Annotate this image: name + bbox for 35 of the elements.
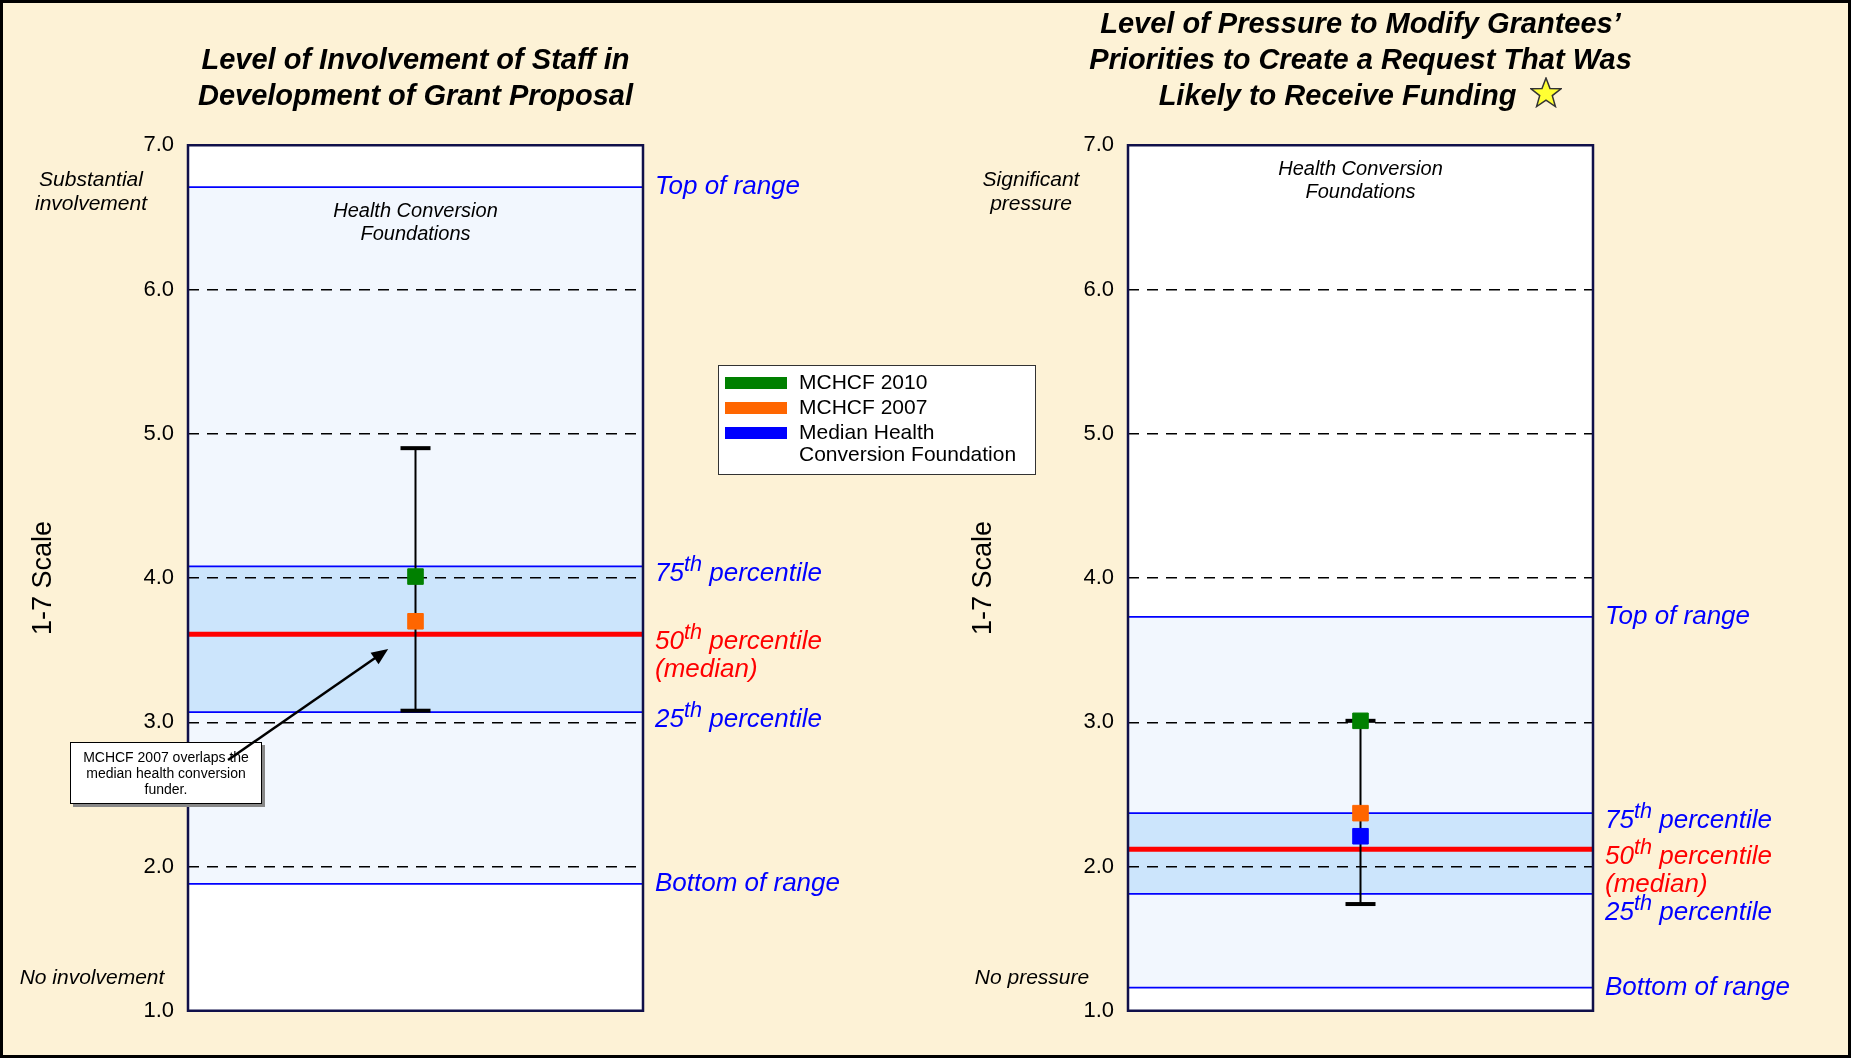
ref-line-label: 50$^{th}$ percentile (median) [655,618,823,683]
ref-line-label: Bottom of range [655,866,841,897]
ref-line-label: 75$^{th}$ percentile [655,550,823,588]
y-tick-label: 4.0 [143,564,174,590]
y-tick-label: 2.0 [143,852,174,878]
annotation: Health Conversion Foundations [1277,157,1444,204]
chart-title: Level of Pressure to Modify Grantees’ Priorities to Create a Request That Was Likely to Receive Funding [1089,7,1632,111]
ref-line-label: 75$^{th}$ percentile [1605,797,1773,834]
text: No involvement [18,964,166,989]
y-tick-label: 6.0 [1083,275,1114,301]
y-tick-label: 1.0 [1083,996,1114,1022]
legend-label: MCHCF 2007 [799,395,928,419]
chart-title: Level of Involvement of Staff in Development of Grant Proposal [197,43,634,111]
y-tick-label: 7.0 [1083,131,1114,157]
y-tick-label: 5.0 [1083,419,1114,445]
ref-line-label: Top of range [655,170,802,201]
ref-line-label: Bottom of range [1605,970,1791,1001]
y-axis-title: 1-7 Scale [26,520,57,636]
annotation: Health Conversion Foundations [332,199,499,246]
ref-line-label: Top of range [1605,599,1752,630]
y-tick-label: 3.0 [1083,708,1114,734]
ref-line-label: 25$^{th}$ percentile [655,696,823,733]
y-tick-label: 5.0 [143,419,174,445]
y-tick-label: 4.0 [1083,564,1114,590]
legend-label: Median Health Conversion Foundation [799,420,1018,466]
y-tick-label: 1.0 [143,996,174,1022]
text: Significant pressure [981,167,1081,216]
text: Substantial involvement [33,167,149,216]
y-tick-label: 6.0 [143,275,174,301]
legend-label: MCHCF 2010 [799,370,928,394]
y-tick-label: 3.0 [143,708,174,734]
y-axis-title: 1-7 Scale [966,520,997,636]
text: No pressure [973,964,1091,989]
y-tick-label: 2.0 [1083,852,1114,878]
y-tick-label: 7.0 [143,131,174,157]
